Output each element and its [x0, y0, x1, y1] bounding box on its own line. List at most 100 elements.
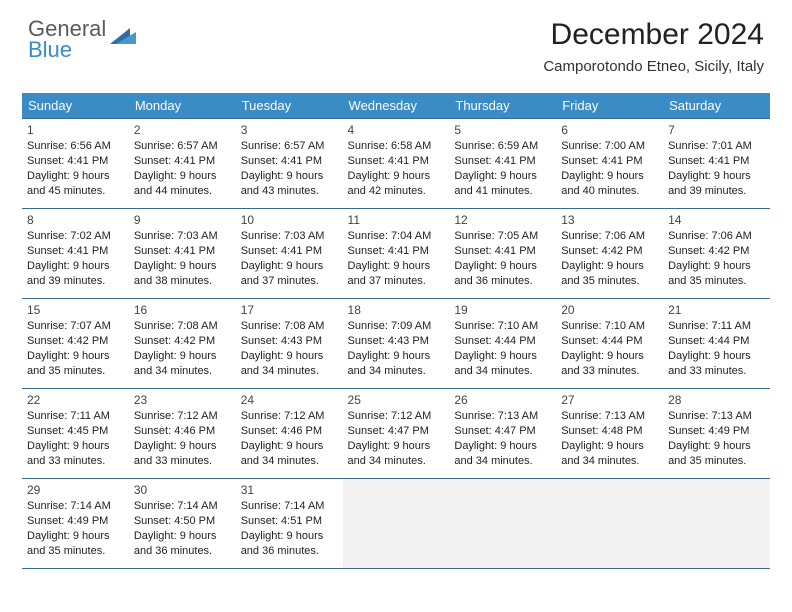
sunset-line: Sunset: 4:42 PM	[668, 244, 765, 259]
daylight-line: Daylight: 9 hours and 37 minutes.	[348, 259, 445, 289]
day-number: 6	[561, 122, 658, 138]
sunset-line: Sunset: 4:44 PM	[668, 334, 765, 349]
weekday-monday: Monday	[129, 93, 236, 119]
day-cell: 2Sunrise: 6:57 AMSunset: 4:41 PMDaylight…	[129, 119, 236, 209]
sunset-line: Sunset: 4:50 PM	[134, 514, 231, 529]
day-number: 24	[241, 392, 338, 408]
sunset-line: Sunset: 4:46 PM	[241, 424, 338, 439]
sunrise-line: Sunrise: 7:07 AM	[27, 319, 124, 334]
sunrise-line: Sunrise: 7:06 AM	[668, 229, 765, 244]
sunrise-line: Sunrise: 7:06 AM	[561, 229, 658, 244]
sunset-line: Sunset: 4:42 PM	[134, 334, 231, 349]
day-number: 21	[668, 302, 765, 318]
day-cell: 19Sunrise: 7:10 AMSunset: 4:44 PMDayligh…	[449, 299, 556, 389]
sunset-line: Sunset: 4:41 PM	[561, 154, 658, 169]
sunrise-line: Sunrise: 7:14 AM	[241, 499, 338, 514]
sunset-line: Sunset: 4:45 PM	[27, 424, 124, 439]
sunset-line: Sunset: 4:48 PM	[561, 424, 658, 439]
day-number: 17	[241, 302, 338, 318]
logo-text-block: General Blue	[28, 18, 106, 61]
sunrise-line: Sunrise: 7:03 AM	[241, 229, 338, 244]
empty-cell	[663, 479, 770, 569]
daylight-line: Daylight: 9 hours and 33 minutes.	[134, 439, 231, 469]
sunrise-line: Sunrise: 6:58 AM	[348, 139, 445, 154]
daylight-line: Daylight: 9 hours and 34 minutes.	[241, 349, 338, 379]
sunrise-line: Sunrise: 7:10 AM	[454, 319, 551, 334]
day-cell: 7Sunrise: 7:01 AMSunset: 4:41 PMDaylight…	[663, 119, 770, 209]
day-cell: 29Sunrise: 7:14 AMSunset: 4:49 PMDayligh…	[22, 479, 129, 569]
daylight-line: Daylight: 9 hours and 33 minutes.	[561, 349, 658, 379]
weekday-header-row: SundayMondayTuesdayWednesdayThursdayFrid…	[22, 93, 770, 119]
sunrise-line: Sunrise: 7:09 AM	[348, 319, 445, 334]
daylight-line: Daylight: 9 hours and 38 minutes.	[134, 259, 231, 289]
sunset-line: Sunset: 4:41 PM	[454, 154, 551, 169]
day-number: 25	[348, 392, 445, 408]
day-cell: 15Sunrise: 7:07 AMSunset: 4:42 PMDayligh…	[22, 299, 129, 389]
day-number: 13	[561, 212, 658, 228]
day-cell: 3Sunrise: 6:57 AMSunset: 4:41 PMDaylight…	[236, 119, 343, 209]
sunrise-line: Sunrise: 7:08 AM	[241, 319, 338, 334]
week-row: 15Sunrise: 7:07 AMSunset: 4:42 PMDayligh…	[22, 299, 770, 389]
day-number: 29	[27, 482, 124, 498]
day-number: 16	[134, 302, 231, 318]
day-number: 30	[134, 482, 231, 498]
weekday-sunday: Sunday	[22, 93, 129, 119]
day-number: 9	[134, 212, 231, 228]
day-number: 23	[134, 392, 231, 408]
location: Camporotondo Etneo, Sicily, Italy	[543, 58, 764, 75]
sunset-line: Sunset: 4:49 PM	[668, 424, 765, 439]
day-cell: 5Sunrise: 6:59 AMSunset: 4:41 PMDaylight…	[449, 119, 556, 209]
day-cell: 8Sunrise: 7:02 AMSunset: 4:41 PMDaylight…	[22, 209, 129, 299]
week-row: 22Sunrise: 7:11 AMSunset: 4:45 PMDayligh…	[22, 389, 770, 479]
daylight-line: Daylight: 9 hours and 35 minutes.	[668, 439, 765, 469]
sunset-line: Sunset: 4:41 PM	[348, 154, 445, 169]
day-cell: 20Sunrise: 7:10 AMSunset: 4:44 PMDayligh…	[556, 299, 663, 389]
day-cell: 14Sunrise: 7:06 AMSunset: 4:42 PMDayligh…	[663, 209, 770, 299]
daylight-line: Daylight: 9 hours and 42 minutes.	[348, 169, 445, 199]
day-number: 19	[454, 302, 551, 318]
triangle-icon	[110, 26, 136, 53]
day-number: 31	[241, 482, 338, 498]
sunset-line: Sunset: 4:41 PM	[134, 244, 231, 259]
week-row: 8Sunrise: 7:02 AMSunset: 4:41 PMDaylight…	[22, 209, 770, 299]
calendar-body: 1Sunrise: 6:56 AMSunset: 4:41 PMDaylight…	[22, 119, 770, 569]
daylight-line: Daylight: 9 hours and 33 minutes.	[27, 439, 124, 469]
daylight-line: Daylight: 9 hours and 35 minutes.	[27, 529, 124, 559]
sunrise-line: Sunrise: 6:59 AM	[454, 139, 551, 154]
sunset-line: Sunset: 4:46 PM	[134, 424, 231, 439]
daylight-line: Daylight: 9 hours and 41 minutes.	[454, 169, 551, 199]
weekday-tuesday: Tuesday	[236, 93, 343, 119]
sunset-line: Sunset: 4:47 PM	[348, 424, 445, 439]
day-number: 27	[561, 392, 658, 408]
daylight-line: Daylight: 9 hours and 34 minutes.	[454, 349, 551, 379]
daylight-line: Daylight: 9 hours and 39 minutes.	[668, 169, 765, 199]
sunset-line: Sunset: 4:41 PM	[27, 244, 124, 259]
day-cell: 17Sunrise: 7:08 AMSunset: 4:43 PMDayligh…	[236, 299, 343, 389]
calendar-table: SundayMondayTuesdayWednesdayThursdayFrid…	[22, 93, 770, 569]
day-number: 7	[668, 122, 765, 138]
weekday-thursday: Thursday	[449, 93, 556, 119]
sunset-line: Sunset: 4:41 PM	[454, 244, 551, 259]
weekday-wednesday: Wednesday	[343, 93, 450, 119]
sunset-line: Sunset: 4:41 PM	[134, 154, 231, 169]
day-cell: 16Sunrise: 7:08 AMSunset: 4:42 PMDayligh…	[129, 299, 236, 389]
day-cell: 18Sunrise: 7:09 AMSunset: 4:43 PMDayligh…	[343, 299, 450, 389]
day-number: 10	[241, 212, 338, 228]
empty-cell	[556, 479, 663, 569]
sunrise-line: Sunrise: 7:11 AM	[668, 319, 765, 334]
sunset-line: Sunset: 4:41 PM	[668, 154, 765, 169]
day-number: 4	[348, 122, 445, 138]
sunset-line: Sunset: 4:42 PM	[561, 244, 658, 259]
sunset-line: Sunset: 4:41 PM	[348, 244, 445, 259]
day-number: 11	[348, 212, 445, 228]
daylight-line: Daylight: 9 hours and 36 minutes.	[241, 529, 338, 559]
day-number: 20	[561, 302, 658, 318]
sunset-line: Sunset: 4:44 PM	[561, 334, 658, 349]
week-row: 1Sunrise: 6:56 AMSunset: 4:41 PMDaylight…	[22, 119, 770, 209]
sunrise-line: Sunrise: 7:04 AM	[348, 229, 445, 244]
day-cell: 28Sunrise: 7:13 AMSunset: 4:49 PMDayligh…	[663, 389, 770, 479]
day-cell: 22Sunrise: 7:11 AMSunset: 4:45 PMDayligh…	[22, 389, 129, 479]
daylight-line: Daylight: 9 hours and 35 minutes.	[27, 349, 124, 379]
sunrise-line: Sunrise: 7:13 AM	[561, 409, 658, 424]
sunset-line: Sunset: 4:41 PM	[27, 154, 124, 169]
